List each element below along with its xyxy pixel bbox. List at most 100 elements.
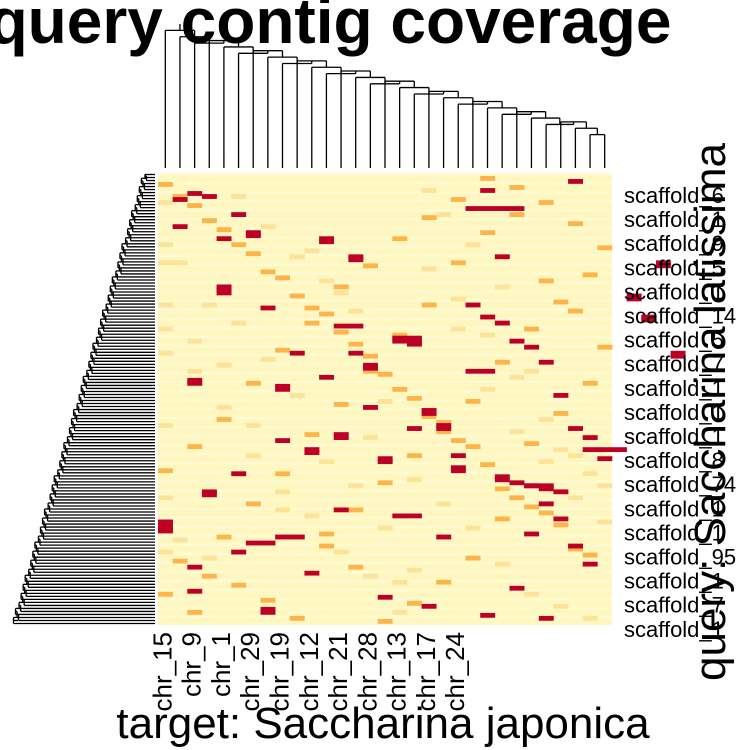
- heatmap-cell-high: [245, 230, 261, 236]
- heatmap-cell-light: [187, 368, 203, 374]
- heatmap-cell-mid: [289, 293, 305, 299]
- heatmap-cell-mid: [568, 221, 584, 227]
- heatmap-cell-light: [304, 513, 320, 519]
- row-label: scaffold_1: [624, 376, 724, 401]
- heatmap-cell-mid: [158, 468, 173, 474]
- heatmap-cell-high: [289, 534, 305, 540]
- heatmap-row-band: [158, 182, 612, 185]
- column-label: chr_12: [294, 632, 324, 712]
- heatmap-cell-mid: [582, 272, 598, 278]
- heatmap-cell-light: [201, 302, 217, 308]
- heatmap-cell-high: [641, 314, 657, 320]
- heatmap-cell-mid: [465, 555, 481, 561]
- heatmap-cell-light: [172, 260, 188, 266]
- heatmap-cell-mid: [524, 441, 540, 447]
- heatmap-cell-high: [260, 606, 276, 612]
- heatmap-row-band: [158, 579, 612, 583]
- heatmap-cell-mid: [172, 194, 188, 199]
- heatmap-row-band: [158, 263, 612, 266]
- y-axis-title: query: Saccharina latissima: [686, 142, 735, 681]
- heatmap-cell-mid: [319, 311, 335, 317]
- heatmap-cell-high: [348, 254, 364, 260]
- heatmap-cell-high: [319, 236, 335, 242]
- heatmap-cell-mid: [553, 411, 569, 416]
- heatmap-cell-high: [494, 477, 510, 483]
- heatmap-cell-light: [406, 477, 422, 483]
- heatmap-row-band: [158, 444, 612, 447]
- heatmap-cell-high: [187, 588, 203, 594]
- heatmap-cell-high: [319, 374, 335, 380]
- heatmap-cell-light: [450, 296, 466, 302]
- heatmap-row-band: [158, 498, 612, 501]
- heatmap-cell-light: [348, 308, 364, 314]
- heatmap-cell-mid: [436, 420, 452, 425]
- heatmap-row-band: [158, 380, 612, 384]
- column-label: chr_28: [352, 632, 382, 712]
- heatmap-cell-high: [480, 612, 496, 618]
- heatmap-cell-high: [172, 197, 188, 202]
- row-label: scaffold_1: [624, 617, 724, 642]
- row-label: scaffold_7: [624, 593, 724, 618]
- heatmap-cell-mid: [158, 591, 173, 597]
- heatmap-cell-light: [245, 453, 261, 459]
- heatmap-cell-high: [333, 435, 349, 440]
- column-label: chr_13: [382, 632, 412, 712]
- heatmap-cell-mid: [480, 176, 496, 181]
- row-label: scaffold_9: [624, 231, 724, 256]
- heatmap-cell-mid: [363, 353, 378, 359]
- heatmap-cell-high: [231, 212, 247, 217]
- heatmap-cell-light: [377, 525, 393, 531]
- heatmap-cell-high: [216, 284, 232, 290]
- heatmap-row-band: [158, 308, 612, 312]
- heatmap-cell-mid: [245, 380, 261, 386]
- heatmap-cell-mid: [509, 212, 525, 217]
- x-axis-title: target: Saccharina japonica: [116, 699, 650, 748]
- heatmap-cell-light: [494, 561, 510, 567]
- heatmap-row-band: [158, 552, 612, 556]
- heatmap-cell-light: [465, 525, 481, 531]
- heatmap-cell-high: [524, 344, 540, 350]
- heatmap-cell-mid: [538, 510, 554, 516]
- heatmap-cell-light: [406, 567, 422, 573]
- heatmap-cell-light: [245, 423, 261, 428]
- heatmap-cell-high: [260, 609, 276, 615]
- heatmap-cell-light: [363, 435, 378, 440]
- heatmap-cell-high: [582, 447, 598, 453]
- heatmap-cell-high: [465, 206, 481, 211]
- heatmap-cell-light: [465, 242, 481, 248]
- row-label: scaffold_7: [624, 352, 724, 377]
- heatmap-row-band: [158, 335, 612, 339]
- heatmap-cell-high: [216, 290, 232, 296]
- heatmap-cell-high: [172, 224, 188, 230]
- heatmap-cell-light: [392, 579, 408, 585]
- heatmap-cell-mid: [465, 444, 481, 450]
- heatmap-cell-high: [406, 426, 422, 431]
- heatmap-cell-high: [509, 206, 525, 211]
- heatmap-cell-mid: [304, 305, 320, 311]
- heatmap-row-band: [158, 299, 612, 302]
- heatmap-cell-high: [509, 585, 525, 591]
- heatmap-cell-light: [553, 603, 569, 609]
- heatmap-cell-mid: [597, 245, 613, 251]
- heatmap-cell-mid: [480, 230, 496, 236]
- heatmap-cell-light: [524, 591, 540, 597]
- row-label: scaffold_5: [624, 328, 724, 353]
- heatmap-cell-high: [655, 260, 671, 266]
- row-label: scaffold_6: [624, 183, 724, 208]
- heatmap-cell-high: [655, 263, 671, 269]
- heatmap-cell-high: [406, 513, 422, 519]
- heatmap-cell-light: [582, 471, 598, 477]
- heatmap-cell-high: [231, 471, 247, 477]
- heatmap-row-band: [158, 489, 612, 492]
- heatmap-cell-high: [348, 257, 364, 263]
- heatmap-cell-mid: [377, 371, 393, 377]
- heatmap-row-band: [158, 389, 612, 393]
- row-label: scaffold_14: [624, 304, 736, 329]
- heatmap-cell-mid: [201, 573, 217, 579]
- heatmap-cell-high: [538, 615, 554, 621]
- heatmap-row-band: [158, 326, 612, 330]
- heatmap-row-band: [158, 227, 612, 230]
- heatmap-cell-light: [216, 405, 232, 410]
- column-label: chr_9: [177, 632, 207, 697]
